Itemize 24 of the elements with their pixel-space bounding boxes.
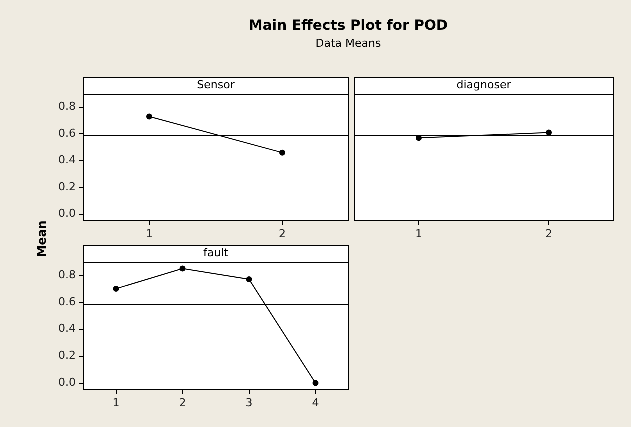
x-tick-label: 3	[246, 396, 253, 410]
x-axis-title: Sensor	[197, 78, 236, 92]
x-axis-title: fault	[204, 246, 230, 260]
x-tick-label: 1	[112, 396, 120, 410]
y-axis-title: Mean	[35, 220, 49, 260]
chart-subtitle: Data Means	[314, 37, 382, 50]
y-tick-label: 0.2	[58, 349, 76, 362]
x-tick-label: 1	[416, 227, 422, 240]
y-tick-label: 0.6	[58, 295, 76, 308]
x-tick-label: 2	[546, 227, 552, 240]
y-tick-label: 0.0	[58, 207, 76, 220]
y-tick-label: 0.8	[58, 268, 76, 282]
y-tick-label: 0.4	[58, 154, 76, 167]
y-tick-label: 0.8	[58, 100, 76, 114]
y-tick-label: 0.0	[58, 376, 76, 390]
y-tick-label: 0.4	[58, 322, 76, 336]
x-tick-label: 2	[179, 396, 186, 410]
chart-title: Main Effects Plot for POD	[248, 18, 450, 34]
x-tick-label: 2	[279, 227, 286, 240]
y-tick-label: 0.2	[58, 180, 76, 194]
x-tick-label: 1	[146, 227, 153, 240]
y-tick-label: 0.6	[58, 126, 76, 140]
x-tick-label: 4	[312, 396, 320, 410]
x-axis-title: diagnoser	[456, 78, 512, 92]
